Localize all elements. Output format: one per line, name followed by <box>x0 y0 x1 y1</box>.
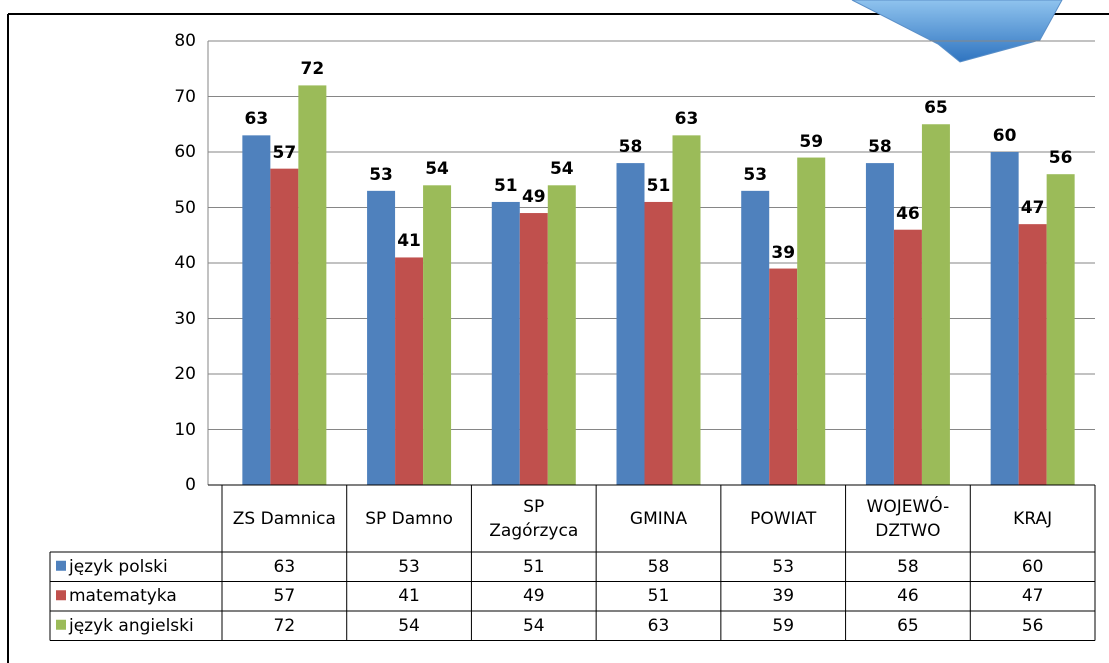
bar <box>645 202 673 485</box>
table-value: 54 <box>471 614 596 638</box>
legend-label: język angielski <box>69 614 194 638</box>
data-label: 63 <box>232 107 280 131</box>
y-tick-label: 10 <box>150 418 196 442</box>
x-tick-label: SP Zagórzyca <box>471 495 596 543</box>
x-tick-label: WOJEWÓ- DZTWO <box>846 495 971 543</box>
y-tick-label: 80 <box>150 29 196 53</box>
y-tick-label: 70 <box>150 85 196 109</box>
bar <box>242 135 270 485</box>
x-tick-label: ZS Damnica <box>222 507 347 531</box>
table-value: 53 <box>347 555 472 579</box>
table-value: 65 <box>846 614 971 638</box>
data-label: 51 <box>635 174 683 198</box>
bar <box>548 185 576 485</box>
data-label: 57 <box>260 141 308 165</box>
y-tick-label: 60 <box>150 140 196 164</box>
chart: 0102030405060708063577253415451495458516… <box>0 0 1109 663</box>
data-label: 56 <box>1037 146 1085 170</box>
table-value: 54 <box>347 614 472 638</box>
decoration <box>852 0 1062 62</box>
data-label: 47 <box>1009 196 1057 220</box>
table-value: 60 <box>970 555 1095 579</box>
x-tick-label: GMINA <box>596 507 721 531</box>
data-label: 59 <box>787 130 835 154</box>
data-label: 49 <box>510 185 558 209</box>
table-value: 46 <box>846 584 971 608</box>
data-label: 72 <box>288 57 336 81</box>
table-value: 51 <box>596 584 721 608</box>
legend-label: język polski <box>69 555 168 579</box>
bar <box>1019 224 1047 485</box>
table-value: 53 <box>721 555 846 579</box>
table-value: 58 <box>846 555 971 579</box>
table-value: 41 <box>347 584 472 608</box>
data-label: 54 <box>413 157 461 181</box>
data-label: 53 <box>731 163 779 187</box>
bar <box>492 202 520 485</box>
bar <box>741 191 769 485</box>
data-label: 63 <box>663 107 711 131</box>
legend-key <box>56 590 66 600</box>
data-label: 60 <box>981 124 1029 148</box>
legend-label: matematyka <box>69 584 177 608</box>
table-value: 63 <box>222 555 347 579</box>
bar <box>617 163 645 485</box>
x-tick-label: POWIAT <box>721 507 846 531</box>
y-tick-label: 50 <box>150 196 196 220</box>
data-label: 58 <box>856 135 904 159</box>
data-label: 46 <box>884 202 932 226</box>
bar <box>894 230 922 485</box>
data-label: 65 <box>912 96 960 120</box>
y-tick-label: 40 <box>150 251 196 275</box>
x-tick-label: KRAJ <box>970 507 1095 531</box>
bar <box>769 269 797 485</box>
data-label: 41 <box>385 229 433 253</box>
bar <box>270 169 298 485</box>
data-label: 53 <box>357 163 405 187</box>
bar <box>797 158 825 485</box>
table-value: 47 <box>970 584 1095 608</box>
y-tick-label: 0 <box>150 473 196 497</box>
table-value: 49 <box>471 584 596 608</box>
x-tick-label: SP Damno <box>347 507 472 531</box>
data-label: 58 <box>607 135 655 159</box>
y-tick-label: 30 <box>150 307 196 331</box>
data-label: 54 <box>538 157 586 181</box>
table-value: 57 <box>222 584 347 608</box>
table-value: 56 <box>970 614 1095 638</box>
table-value: 63 <box>596 614 721 638</box>
table-value: 58 <box>596 555 721 579</box>
table-value: 72 <box>222 614 347 638</box>
table-value: 39 <box>721 584 846 608</box>
table-value: 51 <box>471 555 596 579</box>
legend-key <box>56 620 66 630</box>
bar <box>922 124 950 485</box>
data-label: 39 <box>759 241 807 265</box>
bar <box>1047 174 1075 485</box>
bar <box>520 213 548 485</box>
y-tick-label: 20 <box>150 362 196 386</box>
bar <box>395 257 423 485</box>
table-value: 59 <box>721 614 846 638</box>
legend-key <box>56 561 66 571</box>
